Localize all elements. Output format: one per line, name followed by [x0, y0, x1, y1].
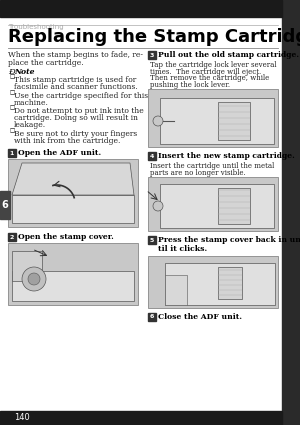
Bar: [8, 159, 138, 227]
Bar: [148, 256, 278, 308]
Text: place the cartridge.: place the cartridge.: [8, 59, 84, 66]
Text: Be sure not to dirty your fingers: Be sure not to dirty your fingers: [14, 130, 137, 138]
Text: cartridge. Doing so will result in: cartridge. Doing so will result in: [14, 114, 138, 122]
Text: parts are no longer visible.: parts are no longer visible.: [150, 168, 246, 176]
Bar: [0, 0, 282, 17]
Text: Note: Note: [14, 68, 34, 76]
Text: leakage.: leakage.: [14, 121, 46, 129]
Text: til it clicks.: til it clicks.: [158, 245, 207, 253]
Bar: [165, 275, 187, 305]
Text: 2: 2: [10, 235, 14, 240]
Text: Do not attempt to put ink into the: Do not attempt to put ink into the: [14, 107, 144, 115]
Bar: [148, 89, 278, 147]
Bar: [218, 102, 250, 140]
Text: Tap the cartridge lock lever several: Tap the cartridge lock lever several: [150, 61, 277, 69]
Text: Open the stamp cover.: Open the stamp cover.: [18, 233, 114, 241]
Text: Close the ADF unit.: Close the ADF unit.: [158, 313, 242, 321]
Text: This stamp cartridge is used for: This stamp cartridge is used for: [14, 76, 136, 84]
Text: 1: 1: [10, 150, 14, 156]
Text: When the stamp begins to fade, re-: When the stamp begins to fade, re-: [8, 51, 143, 59]
Text: □: □: [9, 128, 14, 133]
Text: machine.: machine.: [14, 99, 49, 107]
Text: □: □: [9, 90, 14, 95]
Bar: [0, 411, 282, 425]
Bar: [218, 267, 242, 299]
Text: Ð: Ð: [8, 68, 15, 76]
Text: times.  The cartridge will eject.: times. The cartridge will eject.: [150, 68, 261, 76]
Text: Press the stamp cover back in un-: Press the stamp cover back in un-: [158, 236, 300, 244]
Bar: [160, 184, 274, 228]
Bar: [148, 152, 156, 160]
Bar: [0, 191, 10, 219]
Circle shape: [22, 267, 46, 291]
Text: 6: 6: [150, 314, 154, 320]
Text: Then remove the cartridge, while: Then remove the cartridge, while: [150, 74, 269, 82]
Circle shape: [28, 273, 40, 285]
Text: Insert the cartridge until the metal: Insert the cartridge until the metal: [150, 162, 274, 170]
Bar: [165, 263, 275, 305]
Text: 6: 6: [2, 200, 8, 210]
Text: 5: 5: [150, 238, 154, 243]
Bar: [12, 251, 42, 281]
Text: Insert the new stamp cartridge.: Insert the new stamp cartridge.: [158, 152, 295, 160]
Text: Replacing the Stamp Cartridge: Replacing the Stamp Cartridge: [8, 28, 300, 46]
Circle shape: [153, 201, 163, 211]
Bar: [160, 98, 274, 144]
Text: with ink from the cartridge.: with ink from the cartridge.: [14, 136, 120, 145]
Bar: [148, 313, 156, 321]
Bar: [282, 0, 300, 425]
Text: 3: 3: [150, 53, 154, 57]
Text: 140: 140: [14, 414, 30, 422]
Text: pushing the lock lever.: pushing the lock lever.: [150, 80, 230, 88]
Text: □: □: [9, 105, 14, 111]
Bar: [8, 149, 16, 157]
Text: Pull out the old stamp cartridge.: Pull out the old stamp cartridge.: [158, 51, 299, 59]
Circle shape: [153, 116, 163, 126]
Bar: [12, 195, 134, 223]
Text: facsimile and scanner functions.: facsimile and scanner functions.: [14, 83, 138, 91]
Bar: [148, 177, 278, 231]
Bar: [8, 243, 138, 305]
Bar: [8, 233, 16, 241]
Text: Open the ADF unit.: Open the ADF unit.: [18, 149, 101, 157]
Text: 4: 4: [150, 153, 154, 159]
Bar: [12, 271, 134, 301]
Bar: [148, 51, 156, 59]
Text: Troubleshooting: Troubleshooting: [8, 24, 64, 30]
Polygon shape: [12, 163, 134, 195]
Bar: [218, 188, 250, 224]
Text: Use the cartridge specified for this: Use the cartridge specified for this: [14, 91, 148, 99]
Text: □: □: [9, 74, 14, 79]
Bar: [148, 236, 156, 244]
